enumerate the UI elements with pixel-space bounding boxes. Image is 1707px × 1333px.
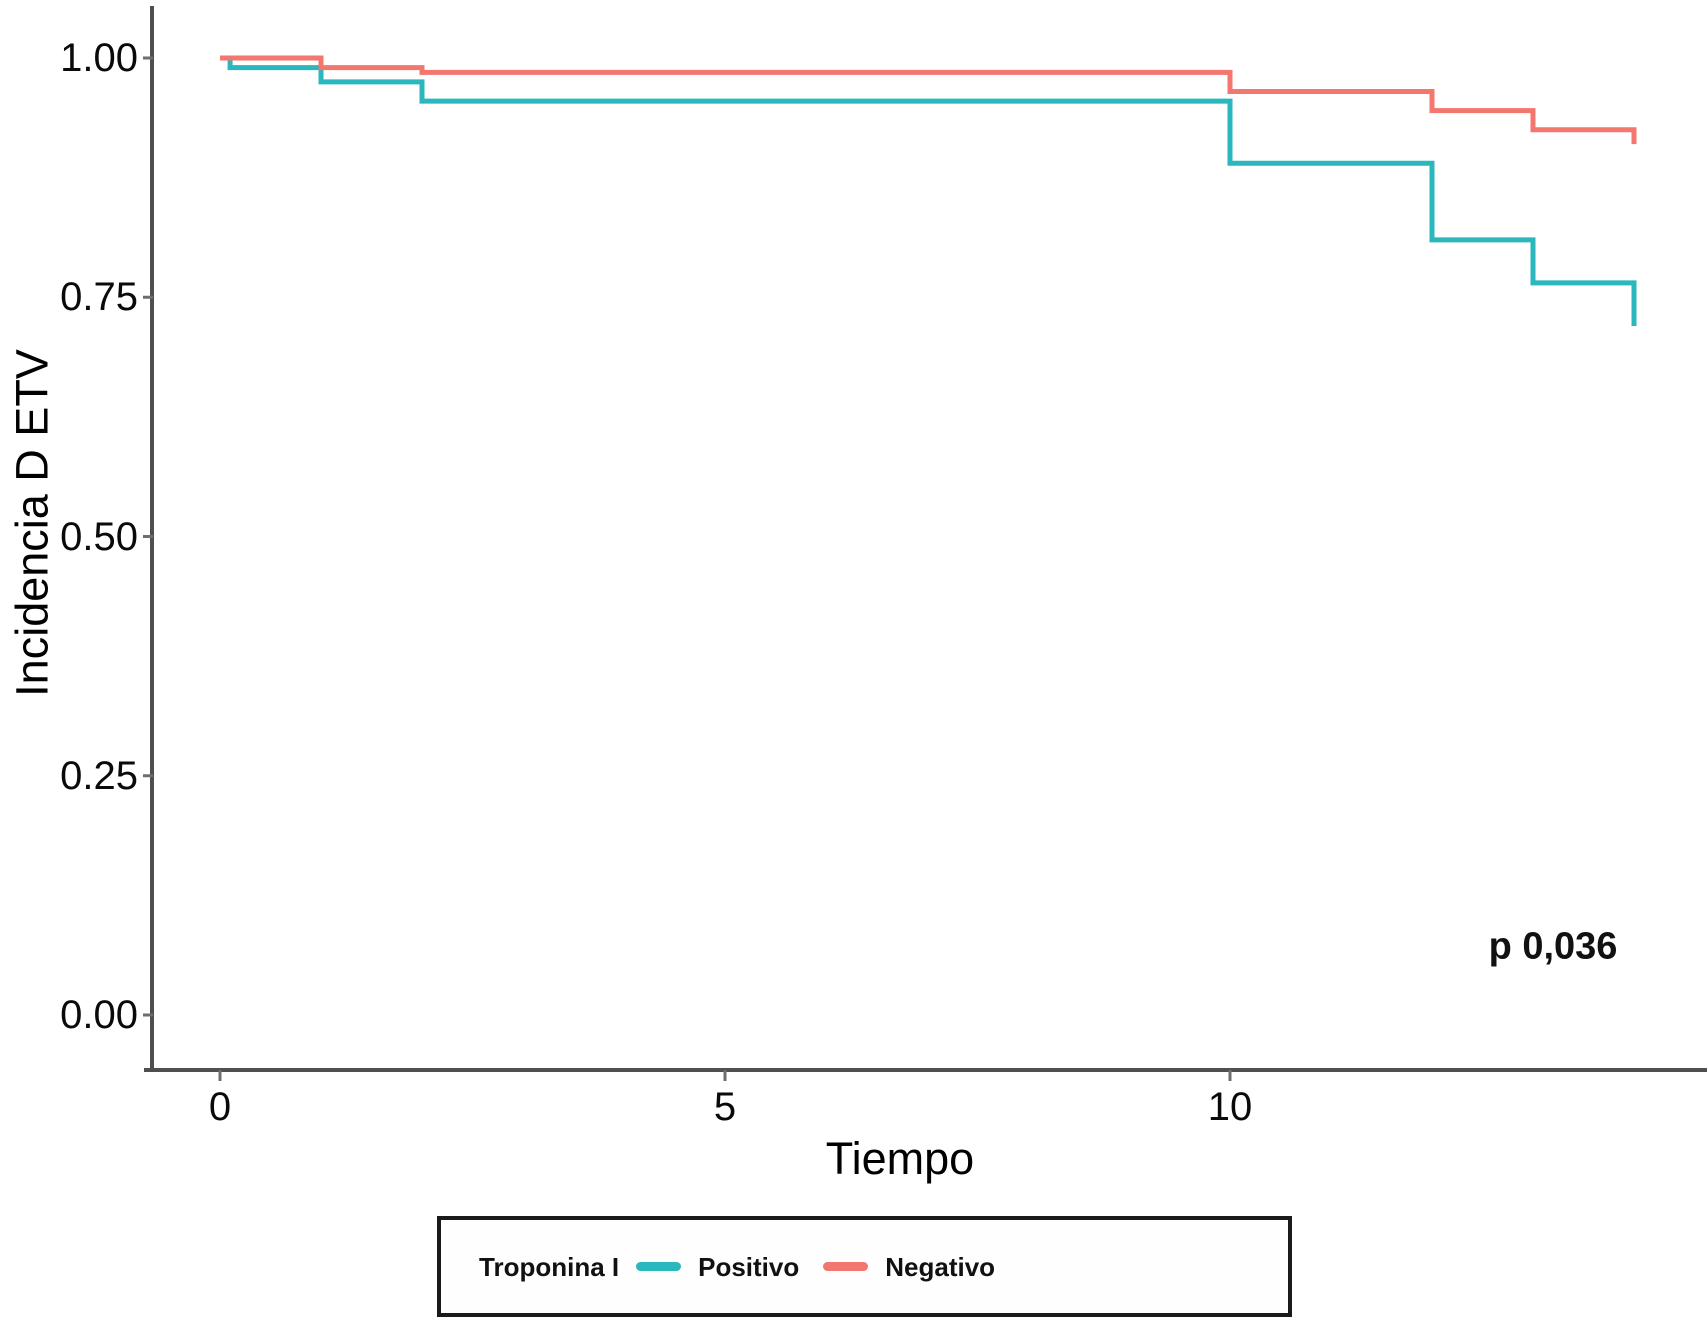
x-axis-title: Tiempo [825, 1133, 975, 1184]
y-tick-label: 0.25 [60, 753, 138, 798]
legend-box: Troponina I Positivo Negativo [437, 1216, 1292, 1317]
x-tick-label: 10 [1207, 1085, 1253, 1129]
legend-label-positivo: Positivo [698, 1251, 800, 1282]
y-tick-label: 1.00 [60, 36, 138, 80]
tick-marks [143, 56, 1232, 1081]
y-axis-title: Incidencia D ETV [6, 349, 58, 697]
series-line-positivo [220, 55, 1637, 326]
legend-label-negativo: Negativo [885, 1251, 996, 1282]
series-line-negativo [220, 55, 1637, 145]
p-value-annotation: p 0,036 [1488, 925, 1618, 968]
series-group [220, 55, 1637, 326]
y-tick-label: 0.50 [60, 514, 138, 559]
x-tick-label: 0 [208, 1085, 232, 1129]
x-tick-label: 5 [713, 1085, 737, 1129]
legend-swatch-positivo-icon [636, 1262, 682, 1271]
y-tick-label: 0.00 [60, 993, 138, 1037]
legend-swatch-negativo-icon [823, 1262, 869, 1271]
legend-title: Troponina I [479, 1251, 620, 1282]
y-tick-label: 0.75 [60, 275, 138, 320]
